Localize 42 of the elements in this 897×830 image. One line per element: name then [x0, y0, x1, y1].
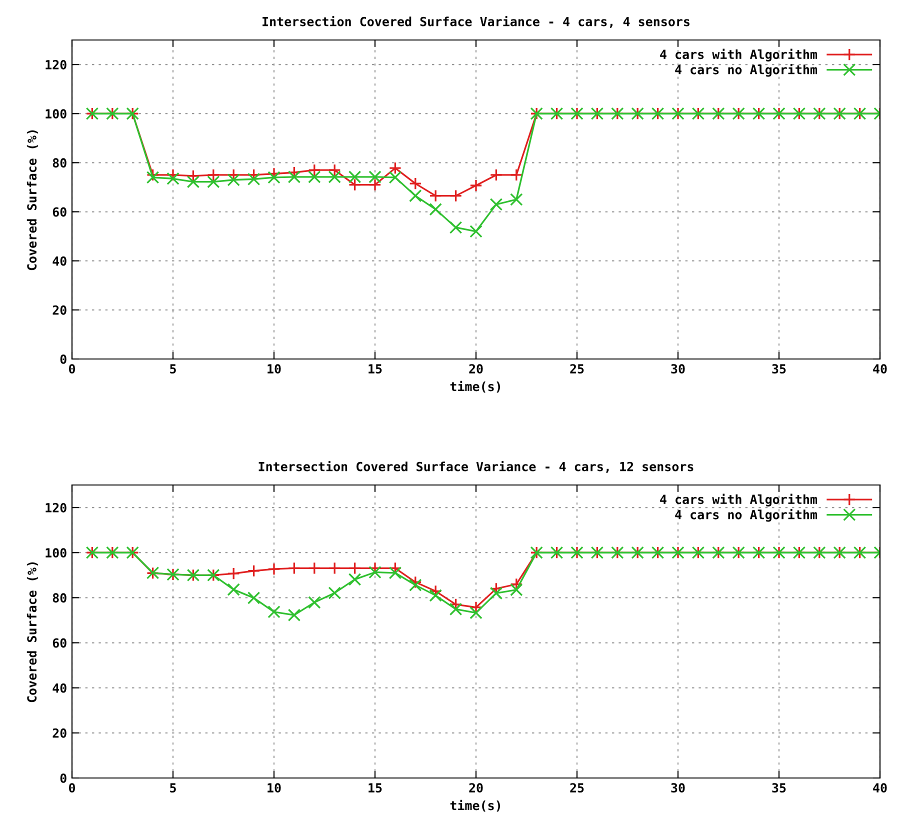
x-tick-label: 20 [469, 364, 483, 374]
y-tick-label: 120 [46, 60, 66, 70]
x-tick-label: 25 [570, 783, 584, 793]
x-tick-label: 10 [268, 783, 281, 793]
x-tick-label: 35 [772, 783, 786, 793]
chart-title: Intersection Covered Surface Variance - 4 cars, 4 sensors [262, 16, 690, 28]
y-tick-label: 100 [46, 548, 66, 558]
x-tick-label: 15 [368, 364, 382, 374]
x-tick-label: 40 [873, 364, 887, 374]
legend-label: 4 cars with Algorithm [660, 494, 818, 506]
x-tick-label: 35 [772, 364, 786, 374]
y-tick-label: 40 [52, 256, 66, 266]
y-tick-label: 80 [52, 158, 66, 168]
x-tick-label: 5 [170, 783, 176, 793]
y-tick-label: 60 [52, 207, 66, 217]
x-tick-label: 15 [368, 783, 382, 793]
x-axis-title: time(s) [450, 380, 500, 393]
x-axis-title: time(s) [450, 800, 500, 812]
y-tick-label: 60 [52, 638, 66, 648]
x-tick-label: 40 [873, 783, 887, 793]
x-tick-label: 5 [170, 364, 176, 374]
y-tick-label: 20 [52, 728, 66, 738]
y-tick-label: 40 [52, 683, 66, 693]
chart-title: Intersection Covered Surface Variance - 4 cars, 12 sensors [258, 460, 694, 473]
x-tick-label: 25 [570, 364, 584, 374]
x-tick-label: 30 [671, 364, 685, 374]
y-tick-label: 0 [60, 354, 66, 364]
y-tick-label: 100 [46, 109, 66, 119]
x-tick-label: 10 [268, 364, 281, 374]
legend-label: 4 cars with Algorithm [660, 48, 818, 62]
legend-label: 4 cars no Algorithm [675, 64, 818, 77]
x-tick-label: 0 [68, 364, 76, 374]
y-tick-label: 20 [52, 305, 66, 315]
x-tick-label: 20 [469, 783, 483, 793]
y-tick-label: 80 [52, 593, 66, 603]
x-tick-label: 30 [671, 783, 685, 793]
legend-label: 4 cars no Algorithm [675, 508, 818, 522]
y-tick-label: 120 [46, 503, 66, 512]
y-axis-title: Covered Surface (%) [26, 130, 38, 270]
y-tick-label: 0 [60, 773, 66, 783]
x-tick-label: 0 [68, 783, 76, 793]
y-axis-title: Covered Surface (%) [26, 562, 38, 702]
